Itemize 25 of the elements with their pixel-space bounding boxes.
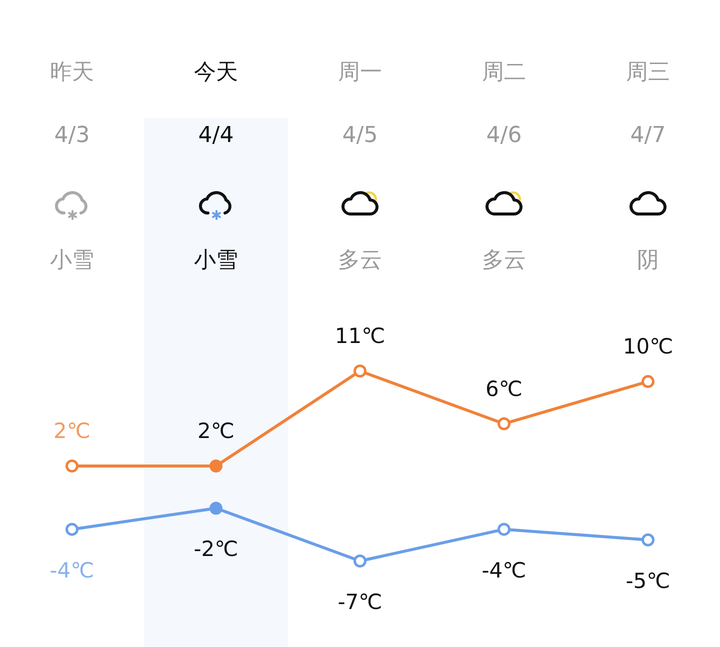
data-label: 2℃ xyxy=(54,419,90,443)
data-label: -2℃ xyxy=(194,537,238,562)
point xyxy=(66,522,78,536)
data-label: 6℃ xyxy=(486,376,522,401)
data-label: -7℃ xyxy=(338,590,382,614)
point xyxy=(354,364,366,378)
category-label: 昨天 4/3 小雪 xyxy=(50,60,94,273)
data-label: -4℃ xyxy=(50,558,94,582)
point xyxy=(210,502,222,515)
data-label: 11℃ xyxy=(334,324,386,348)
category-label: 今天 4/4 小雪 xyxy=(194,60,238,273)
data-label: -4℃ xyxy=(482,558,526,582)
data-label: 10℃ xyxy=(622,334,674,359)
data-label: -5℃ xyxy=(626,568,670,593)
point xyxy=(498,522,510,536)
point xyxy=(354,554,366,568)
point xyxy=(642,375,654,388)
data-label: 2℃ xyxy=(198,419,234,443)
category-label: 周二 4/6 多云 xyxy=(482,60,526,273)
category-label: 周三 4/7 阴 xyxy=(626,60,670,273)
point xyxy=(66,460,78,472)
point xyxy=(498,417,510,430)
category-label: 周一 4/5 多云 xyxy=(338,60,382,273)
point xyxy=(642,533,654,546)
point xyxy=(210,460,222,472)
